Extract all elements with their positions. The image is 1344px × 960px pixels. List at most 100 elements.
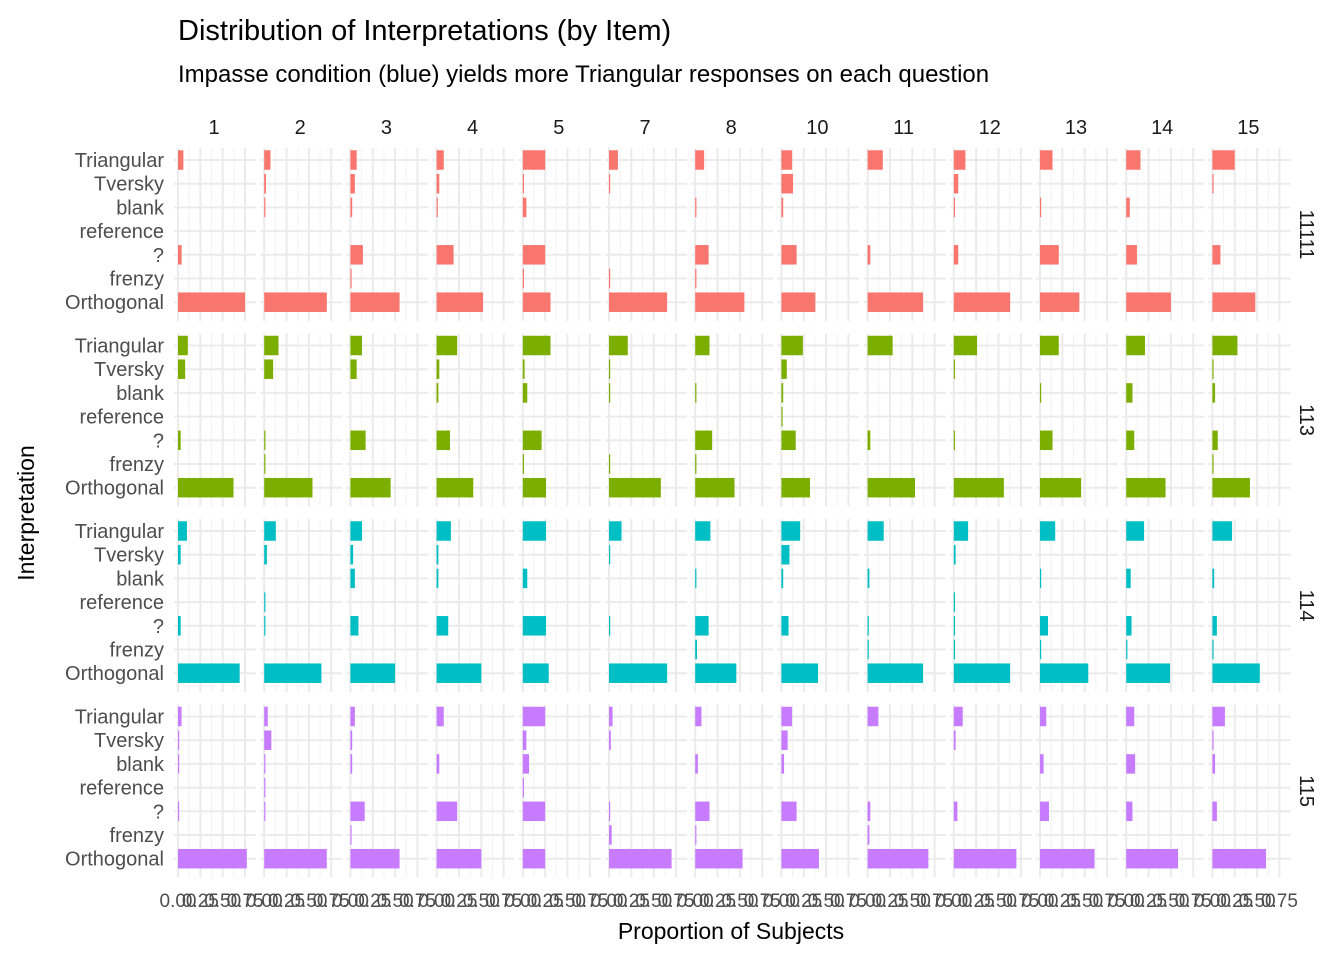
panels-layer: TriangularTverskyblankreference?frenzyOr… bbox=[65, 117, 1317, 912]
bar bbox=[695, 245, 709, 265]
x-tick-label: 0.75 bbox=[744, 891, 781, 912]
bar bbox=[695, 616, 709, 636]
bar bbox=[1212, 173, 1214, 194]
y-tick-label: Orthogonal bbox=[65, 478, 164, 500]
x-tick-label: 0.00 bbox=[1194, 891, 1231, 912]
y-tick-label: reference bbox=[80, 778, 165, 800]
bar bbox=[350, 754, 353, 774]
bar bbox=[1126, 150, 1141, 170]
bar bbox=[781, 150, 793, 170]
x-tick-label: 0.00 bbox=[935, 891, 972, 912]
bar bbox=[781, 521, 801, 541]
x-tick-label: 0.50 bbox=[290, 891, 327, 912]
bar bbox=[264, 544, 267, 565]
x-tick-label: 0.25 bbox=[1044, 891, 1081, 912]
y-tick-label: frenzy bbox=[110, 640, 164, 662]
bar bbox=[178, 663, 240, 683]
bar bbox=[867, 430, 871, 451]
bar bbox=[264, 521, 276, 541]
column-strip-label: 11 bbox=[893, 117, 914, 139]
bar bbox=[609, 335, 628, 356]
x-tick-label: 0.50 bbox=[463, 891, 500, 912]
bar bbox=[436, 848, 482, 869]
bar bbox=[695, 801, 710, 822]
bar bbox=[609, 359, 611, 379]
y-tick-label: Triangular bbox=[75, 336, 165, 358]
bar bbox=[178, 521, 187, 541]
bar bbox=[609, 730, 611, 750]
bar bbox=[436, 477, 474, 498]
bar bbox=[264, 616, 266, 636]
bar bbox=[1040, 568, 1042, 589]
bar bbox=[781, 568, 784, 589]
x-tick-label: 0.75 bbox=[916, 891, 953, 912]
bar bbox=[1212, 616, 1217, 636]
row-strip-label: 115 bbox=[1295, 775, 1317, 807]
x-tick-label: 0.50 bbox=[894, 891, 931, 912]
bar bbox=[781, 663, 819, 683]
column-strip-label: 15 bbox=[1237, 117, 1259, 139]
bar bbox=[178, 335, 188, 356]
bar bbox=[1212, 430, 1218, 451]
x-tick-label: 0.00 bbox=[418, 891, 455, 912]
y-tick-label: blank bbox=[116, 568, 165, 590]
y-tick-label: ? bbox=[153, 245, 164, 267]
x-tick-label: 0.50 bbox=[204, 891, 241, 912]
bar bbox=[953, 663, 1011, 683]
bar bbox=[781, 430, 796, 451]
y-tick-label: Tversky bbox=[94, 174, 164, 196]
bar bbox=[1126, 477, 1166, 498]
x-tick-label: 0.75 bbox=[399, 891, 436, 912]
x-tick-label: 0.75 bbox=[313, 891, 350, 912]
bar bbox=[695, 430, 713, 451]
bar bbox=[350, 245, 363, 265]
bar bbox=[436, 663, 482, 683]
y-tick-label: Orthogonal bbox=[65, 292, 164, 314]
bar bbox=[350, 568, 355, 589]
bar bbox=[350, 663, 396, 683]
bar bbox=[867, 150, 883, 170]
bar bbox=[1126, 292, 1171, 312]
bar bbox=[1126, 663, 1171, 683]
bar bbox=[867, 292, 924, 312]
bar bbox=[867, 245, 871, 265]
bar bbox=[350, 825, 352, 845]
bar bbox=[781, 706, 793, 727]
bar bbox=[1040, 477, 1082, 498]
y-tick-label: blank bbox=[116, 197, 165, 219]
bar bbox=[436, 197, 438, 218]
bar bbox=[695, 268, 697, 289]
x-tick-label: 0.25 bbox=[354, 891, 391, 912]
bar bbox=[695, 754, 698, 774]
bar bbox=[953, 706, 963, 727]
bar bbox=[350, 197, 353, 218]
bar bbox=[522, 616, 547, 636]
column-strip-label: 13 bbox=[1065, 117, 1087, 139]
y-tick-label: frenzy bbox=[110, 269, 164, 291]
x-tick-label: 0.25 bbox=[958, 891, 995, 912]
x-tick-label: 0.25 bbox=[1130, 891, 1167, 912]
bar bbox=[1126, 383, 1133, 403]
bar bbox=[781, 383, 784, 403]
bar bbox=[1126, 754, 1136, 774]
x-tick-label: 0.25 bbox=[871, 891, 908, 912]
bar bbox=[522, 754, 530, 774]
bar bbox=[1212, 245, 1221, 265]
bar bbox=[1126, 801, 1133, 822]
x-tick-label: 0.00 bbox=[1022, 891, 1059, 912]
x-tick-label: 0.25 bbox=[785, 891, 822, 912]
bar bbox=[609, 268, 611, 289]
bar bbox=[953, 592, 955, 612]
bar bbox=[609, 848, 672, 869]
bar bbox=[178, 359, 186, 379]
bar bbox=[522, 173, 524, 194]
bar bbox=[867, 616, 869, 636]
column-strip-label: 14 bbox=[1151, 117, 1173, 139]
bar bbox=[1040, 616, 1049, 636]
y-tick-label: ? bbox=[153, 801, 164, 823]
bar bbox=[522, 197, 527, 218]
bar bbox=[522, 430, 542, 451]
bar bbox=[436, 521, 451, 541]
bar bbox=[522, 292, 551, 312]
bar bbox=[264, 754, 266, 774]
